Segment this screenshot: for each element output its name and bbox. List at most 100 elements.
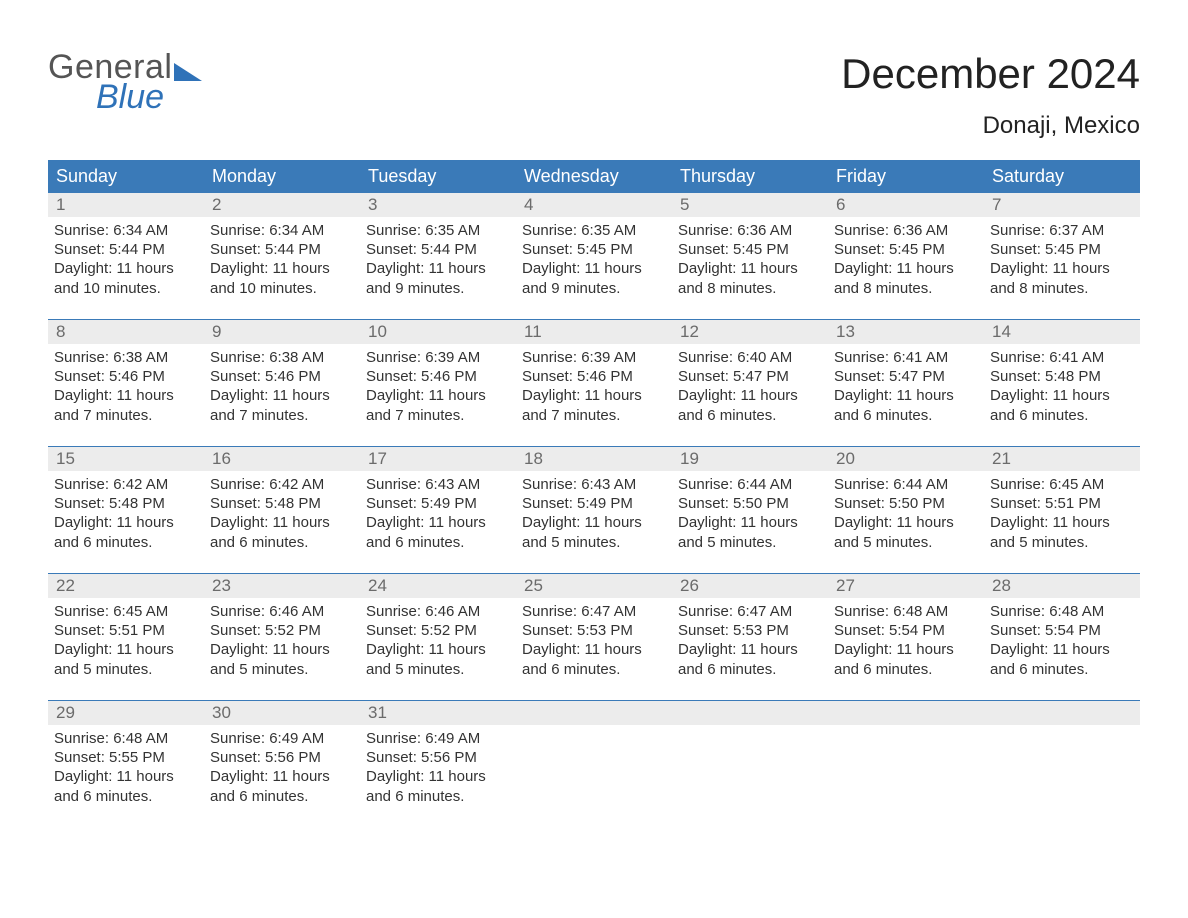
sunrise-line: Sunrise: 6:49 AM — [210, 729, 354, 748]
day-number: 26 — [672, 574, 828, 598]
page-header: General Blue December 2024 Donaji, Mexic… — [48, 50, 1140, 140]
day-number: 1 — [48, 193, 204, 217]
day-details: Sunrise: 6:41 AMSunset: 5:47 PMDaylight:… — [828, 344, 984, 433]
day-details: Sunrise: 6:35 AMSunset: 5:44 PMDaylight:… — [360, 217, 516, 306]
day-details: Sunrise: 6:36 AMSunset: 5:45 PMDaylight:… — [828, 217, 984, 306]
calendar-grid: SundayMondayTuesdayWednesdayThursdayFrid… — [48, 160, 1140, 821]
sunset-line: Sunset: 5:55 PM — [54, 748, 198, 767]
daylight-line: Daylight: 11 hours and 6 minutes. — [522, 640, 666, 678]
day-details: Sunrise: 6:38 AMSunset: 5:46 PMDaylight:… — [48, 344, 204, 433]
week-row: 15Sunrise: 6:42 AMSunset: 5:48 PMDayligh… — [48, 446, 1140, 567]
weekday-header: Friday — [828, 160, 984, 193]
sunrise-line: Sunrise: 6:34 AM — [210, 221, 354, 240]
daylight-line: Daylight: 11 hours and 5 minutes. — [834, 513, 978, 551]
sunset-line: Sunset: 5:54 PM — [990, 621, 1134, 640]
day-number: 6 — [828, 193, 984, 217]
sunset-line: Sunset: 5:48 PM — [54, 494, 198, 513]
day-cell: 24Sunrise: 6:46 AMSunset: 5:52 PMDayligh… — [360, 574, 516, 694]
sunrise-line: Sunrise: 6:45 AM — [990, 475, 1134, 494]
day-details: Sunrise: 6:44 AMSunset: 5:50 PMDaylight:… — [672, 471, 828, 560]
day-details: Sunrise: 6:49 AMSunset: 5:56 PMDaylight:… — [360, 725, 516, 814]
sunrise-line: Sunrise: 6:40 AM — [678, 348, 822, 367]
sunset-line: Sunset: 5:46 PM — [366, 367, 510, 386]
day-cell: 22Sunrise: 6:45 AMSunset: 5:51 PMDayligh… — [48, 574, 204, 694]
sunset-line: Sunset: 5:56 PM — [210, 748, 354, 767]
day-number: 27 — [828, 574, 984, 598]
day-number: 20 — [828, 447, 984, 471]
day-details: Sunrise: 6:38 AMSunset: 5:46 PMDaylight:… — [204, 344, 360, 433]
day-number: 17 — [360, 447, 516, 471]
daylight-line: Daylight: 11 hours and 5 minutes. — [210, 640, 354, 678]
title-block: December 2024 Donaji, Mexico — [841, 50, 1140, 140]
day-number: 4 — [516, 193, 672, 217]
day-cell: 3Sunrise: 6:35 AMSunset: 5:44 PMDaylight… — [360, 193, 516, 313]
daylight-line: Daylight: 11 hours and 8 minutes. — [678, 259, 822, 297]
sunrise-line: Sunrise: 6:36 AM — [678, 221, 822, 240]
daylight-line: Daylight: 11 hours and 9 minutes. — [366, 259, 510, 297]
day-number: 13 — [828, 320, 984, 344]
sunset-line: Sunset: 5:48 PM — [210, 494, 354, 513]
day-number: 28 — [984, 574, 1140, 598]
weekday-header: Thursday — [672, 160, 828, 193]
logo: General Blue — [48, 50, 202, 114]
sunrise-line: Sunrise: 6:34 AM — [54, 221, 198, 240]
day-cell: 5Sunrise: 6:36 AMSunset: 5:45 PMDaylight… — [672, 193, 828, 313]
daylight-line: Daylight: 11 hours and 6 minutes. — [210, 767, 354, 805]
day-number — [516, 701, 672, 725]
day-cell: 16Sunrise: 6:42 AMSunset: 5:48 PMDayligh… — [204, 447, 360, 567]
sunrise-line: Sunrise: 6:38 AM — [54, 348, 198, 367]
weekday-header-row: SundayMondayTuesdayWednesdayThursdayFrid… — [48, 160, 1140, 193]
day-number: 11 — [516, 320, 672, 344]
sunset-line: Sunset: 5:45 PM — [834, 240, 978, 259]
sunrise-line: Sunrise: 6:41 AM — [834, 348, 978, 367]
day-details: Sunrise: 6:40 AMSunset: 5:47 PMDaylight:… — [672, 344, 828, 433]
day-number: 24 — [360, 574, 516, 598]
day-cell: 25Sunrise: 6:47 AMSunset: 5:53 PMDayligh… — [516, 574, 672, 694]
daylight-line: Daylight: 11 hours and 8 minutes. — [990, 259, 1134, 297]
day-details: Sunrise: 6:45 AMSunset: 5:51 PMDaylight:… — [984, 471, 1140, 560]
sunset-line: Sunset: 5:44 PM — [210, 240, 354, 259]
day-number: 2 — [204, 193, 360, 217]
week-row: 1Sunrise: 6:34 AMSunset: 5:44 PMDaylight… — [48, 193, 1140, 313]
sunset-line: Sunset: 5:46 PM — [522, 367, 666, 386]
day-details: Sunrise: 6:43 AMSunset: 5:49 PMDaylight:… — [360, 471, 516, 560]
week-row: 22Sunrise: 6:45 AMSunset: 5:51 PMDayligh… — [48, 573, 1140, 694]
day-cell: 19Sunrise: 6:44 AMSunset: 5:50 PMDayligh… — [672, 447, 828, 567]
day-cell: 4Sunrise: 6:35 AMSunset: 5:45 PMDaylight… — [516, 193, 672, 313]
day-number: 10 — [360, 320, 516, 344]
sunrise-line: Sunrise: 6:36 AM — [834, 221, 978, 240]
day-number: 3 — [360, 193, 516, 217]
day-details: Sunrise: 6:47 AMSunset: 5:53 PMDaylight:… — [672, 598, 828, 687]
weekday-header: Monday — [204, 160, 360, 193]
day-cell: 1Sunrise: 6:34 AMSunset: 5:44 PMDaylight… — [48, 193, 204, 313]
day-details — [828, 725, 984, 737]
day-number: 30 — [204, 701, 360, 725]
sunset-line: Sunset: 5:50 PM — [678, 494, 822, 513]
day-cell: 14Sunrise: 6:41 AMSunset: 5:48 PMDayligh… — [984, 320, 1140, 440]
sunset-line: Sunset: 5:45 PM — [990, 240, 1134, 259]
week-row: 29Sunrise: 6:48 AMSunset: 5:55 PMDayligh… — [48, 700, 1140, 821]
sunset-line: Sunset: 5:45 PM — [678, 240, 822, 259]
daylight-line: Daylight: 11 hours and 5 minutes. — [990, 513, 1134, 551]
daylight-line: Daylight: 11 hours and 8 minutes. — [834, 259, 978, 297]
sunset-line: Sunset: 5:45 PM — [522, 240, 666, 259]
day-number: 9 — [204, 320, 360, 344]
day-cell: 7Sunrise: 6:37 AMSunset: 5:45 PMDaylight… — [984, 193, 1140, 313]
daylight-line: Daylight: 11 hours and 7 minutes. — [366, 386, 510, 424]
daylight-line: Daylight: 11 hours and 6 minutes. — [678, 386, 822, 424]
sunset-line: Sunset: 5:46 PM — [54, 367, 198, 386]
day-number: 22 — [48, 574, 204, 598]
day-cell: 6Sunrise: 6:36 AMSunset: 5:45 PMDaylight… — [828, 193, 984, 313]
daylight-line: Daylight: 11 hours and 10 minutes. — [210, 259, 354, 297]
day-number: 21 — [984, 447, 1140, 471]
sunrise-line: Sunrise: 6:44 AM — [678, 475, 822, 494]
day-number: 31 — [360, 701, 516, 725]
day-cell: 10Sunrise: 6:39 AMSunset: 5:46 PMDayligh… — [360, 320, 516, 440]
day-details: Sunrise: 6:35 AMSunset: 5:45 PMDaylight:… — [516, 217, 672, 306]
day-cell: 12Sunrise: 6:40 AMSunset: 5:47 PMDayligh… — [672, 320, 828, 440]
day-details: Sunrise: 6:48 AMSunset: 5:54 PMDaylight:… — [984, 598, 1140, 687]
daylight-line: Daylight: 11 hours and 6 minutes. — [990, 386, 1134, 424]
sunrise-line: Sunrise: 6:48 AM — [834, 602, 978, 621]
sunrise-line: Sunrise: 6:35 AM — [522, 221, 666, 240]
daylight-line: Daylight: 11 hours and 7 minutes. — [522, 386, 666, 424]
